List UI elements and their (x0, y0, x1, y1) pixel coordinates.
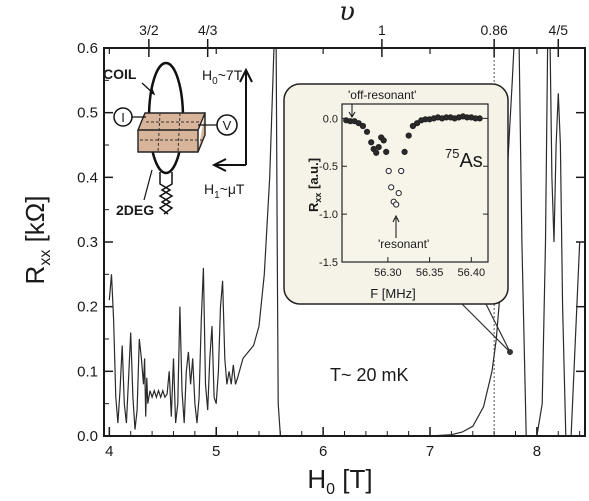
main-series-line (108, 48, 581, 436)
inset-data-point (388, 184, 395, 191)
inset-x-tick-label: 56.30 (374, 267, 402, 279)
h1-arrow-icon (211, 158, 246, 172)
h0-arrow-icon (239, 67, 253, 165)
sample-schematic: I V COIL 2DEG H0~7T H1~μT (103, 61, 253, 218)
coil-label: COIL (103, 66, 137, 82)
inset-data-point (359, 122, 366, 130)
inset-y-axis-title: Rxx [a.u.] (306, 158, 323, 212)
inset-y-tick-label: -1.5 (319, 257, 338, 269)
inset-isotope-label: 75As (445, 146, 483, 172)
inset-off-resonant-label: 'off-resonant' (348, 88, 416, 102)
h1-label: H1~μT (204, 181, 245, 201)
inset-x-tick-label: 56.40 (458, 267, 486, 279)
x-tick-label: 7 (426, 443, 434, 460)
voltage-label: V (223, 118, 232, 133)
inset-y-tick-label: -0.5 (319, 161, 338, 173)
x-tick-label: 6 (319, 443, 327, 460)
inset-data-point (363, 128, 371, 135)
inset-data-point (375, 144, 382, 151)
inset-x-axis-title: F [MHz] (370, 286, 416, 301)
inset-data-point (368, 139, 375, 146)
inset-data-point (385, 167, 392, 175)
inset-data-point (395, 190, 402, 197)
resonant-arrow-icon (392, 214, 400, 238)
y-tick-label: 0.0 (77, 428, 98, 445)
2deg-label: 2DEG (116, 202, 154, 218)
top-axis-tick-label: 1 (378, 22, 386, 38)
temperature-label: T~ 20 mK (330, 365, 409, 385)
main-plot-frame (103, 47, 586, 437)
y-tick-label: 0.1 (77, 363, 98, 380)
inset-data-point (409, 122, 416, 130)
top-axis-tick-label: 3/2 (139, 22, 159, 38)
top-axis-tick-label: 4/3 (198, 22, 218, 38)
inset-data-point (393, 201, 400, 208)
inset-data-point (383, 148, 390, 155)
inset-data-point (405, 132, 412, 139)
inset-panel: 56.30 56.35 56.40 0.0 -0.5 -1.0 -1.5 'off-reso… (283, 83, 513, 355)
callout-origin-marker (507, 349, 513, 355)
inset-data-point (373, 149, 380, 156)
x-tick-label: 8 (533, 443, 541, 460)
inset-data-point (476, 115, 483, 122)
h0-label: H0~7T (202, 67, 243, 87)
inset-resonant-label: 'resonant' (378, 237, 429, 251)
inset-callout-lines (459, 301, 511, 353)
y-tick-label: 0.3 (77, 234, 98, 251)
inset-plot-frame (341, 103, 489, 263)
top-axis-tick-label: 0.86 (481, 22, 508, 38)
top-axis-label: υ (339, 0, 355, 27)
y-tick-label: 0.4 (77, 169, 98, 186)
inset-y-tick-label: 0.0 (323, 113, 338, 125)
y-tick-label: 0.2 (77, 299, 98, 316)
y-tick-label: 0.5 (77, 105, 98, 122)
y-tick-label: 0.6 (77, 40, 98, 57)
inset-data-point (414, 120, 421, 127)
inset-data-point (355, 120, 362, 127)
2deg-sample-icon (136, 112, 207, 153)
inset-data-point (380, 137, 387, 144)
x-tick-label: 4 (105, 443, 113, 460)
x-tick-label: 5 (212, 443, 220, 460)
coil-leads-icon (158, 172, 174, 215)
y-axis-title: Rxx [kΩ] (20, 196, 54, 285)
inset-y-tick-label: -1.0 (319, 209, 338, 221)
inset-data-point (398, 167, 405, 175)
current-label: I (121, 110, 125, 125)
inset-x-tick-label: 56.35 (416, 267, 444, 279)
top-axis-tick-label: 4/5 (549, 22, 569, 38)
x-axis-title: H0 [T] (307, 464, 372, 498)
off-resonant-arrow-icon (348, 104, 356, 118)
inset-data-point (401, 148, 408, 155)
